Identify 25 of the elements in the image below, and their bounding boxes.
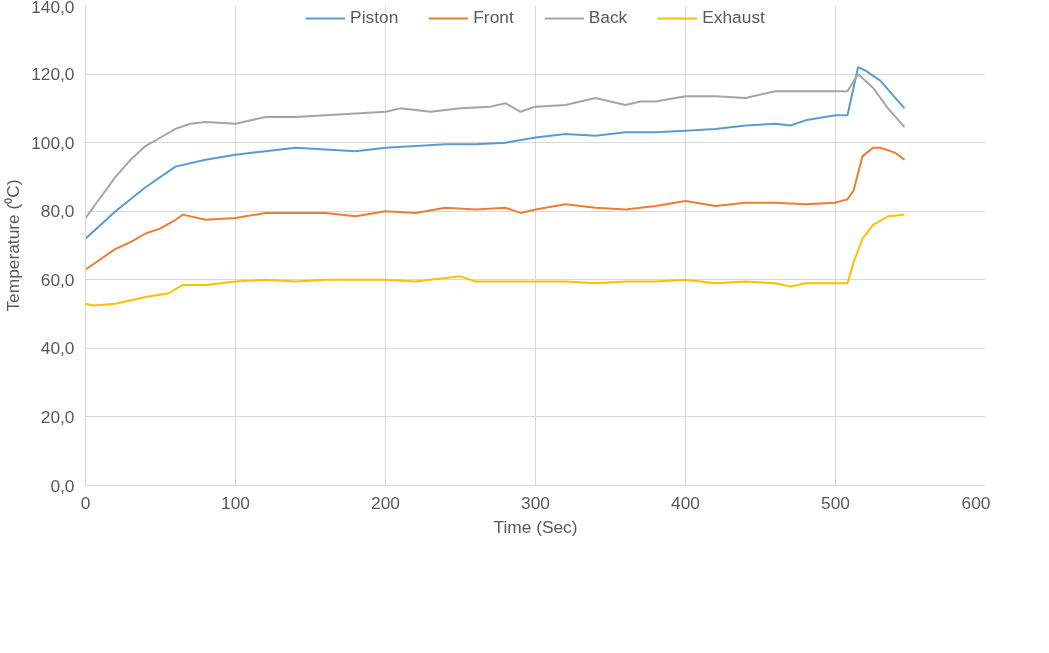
x-tick-label: 500 bbox=[821, 492, 850, 513]
legend-label: Back bbox=[588, 7, 628, 28]
x-tick-label: 600 bbox=[961, 492, 991, 513]
y-tick-label: 140,0 bbox=[31, 0, 75, 17]
line-series bbox=[85, 66, 906, 240]
line-series bbox=[85, 213, 906, 307]
legend-label: Exhaust bbox=[702, 7, 765, 28]
line-series bbox=[85, 146, 906, 271]
y-tick-label: 60,0 bbox=[40, 269, 75, 290]
x-tick-label: 200 bbox=[371, 492, 400, 513]
y-tick-label: 100,0 bbox=[31, 132, 75, 153]
x-tick-label: 100 bbox=[221, 492, 250, 513]
line-series bbox=[85, 73, 906, 220]
y-tick-label: 0,0 bbox=[50, 475, 75, 496]
y-tick-label: 120,0 bbox=[31, 64, 75, 85]
x-axis-title: Time (Sec) bbox=[493, 516, 578, 537]
x-tick-label: 400 bbox=[671, 492, 700, 513]
x-tick-label: 0 bbox=[80, 492, 91, 513]
y-tick-label: 80,0 bbox=[40, 201, 75, 222]
x-tick-label: 300 bbox=[521, 492, 550, 513]
legend-label: Front bbox=[473, 7, 514, 28]
y-tick-label: 40,0 bbox=[40, 338, 75, 359]
y-axis-title: Temperature (⁰C) bbox=[3, 179, 24, 312]
y-tick-label: 20,0 bbox=[40, 406, 75, 427]
legend-label: Piston bbox=[350, 7, 399, 28]
